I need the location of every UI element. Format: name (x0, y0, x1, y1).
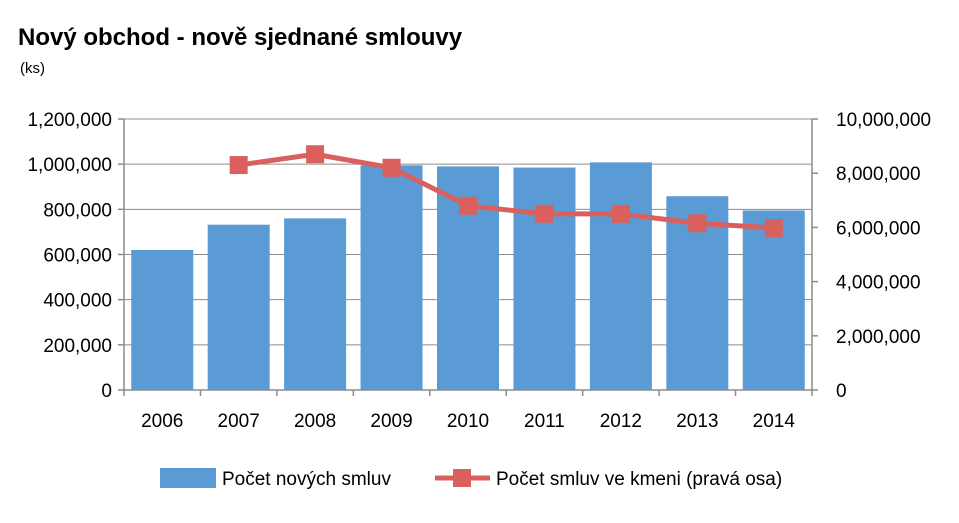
line-marker-2014 (764, 218, 783, 237)
left-tick-label: 800,000 (43, 200, 112, 221)
legend-swatch-bar (160, 468, 216, 488)
line-series (229, 145, 783, 237)
x-tick-label: 2010 (447, 411, 489, 432)
x-tick-label: 2013 (676, 411, 718, 432)
bar-2006 (131, 249, 194, 390)
chart-title: Nový obchod - nově sjednané smlouvy (18, 24, 463, 51)
legend-label-bar: Počet nových smluv (222, 469, 391, 490)
bar-2009 (360, 165, 423, 390)
line-marker-2012 (611, 204, 630, 223)
line-marker-2009 (382, 158, 401, 177)
x-tick-label: 2008 (294, 411, 336, 432)
right-tick-label: 2,000,000 (836, 327, 921, 348)
x-tick-label: 2006 (141, 411, 183, 432)
line-series-path (238, 151, 774, 231)
axes (118, 118, 818, 396)
x-tick-label: 2009 (370, 411, 412, 432)
left-tick-label: 1,000,000 (27, 155, 112, 176)
bar-2007 (207, 224, 270, 390)
x-tick-label: 2007 (218, 411, 260, 432)
legend-label-line: Počet smluv ve kmeni (pravá osa) (496, 469, 782, 490)
bar-2011 (513, 167, 576, 390)
left-tick-label: 400,000 (43, 291, 112, 312)
left-tick-label: 600,000 (43, 246, 112, 267)
bar-2012 (589, 162, 652, 390)
line-marker-2007 (229, 156, 248, 175)
tick-labels: 0 200,000 400,000 600,000 800,000 1,000,000 1,… (27, 110, 931, 432)
right-tick-label: 0 (836, 381, 847, 402)
bar-2014 (742, 210, 805, 390)
legend: Počet nových smluv Počet smluv ve kmeni (… (160, 468, 782, 490)
left-tick-label: 0 (101, 381, 112, 402)
bar-2008 (284, 218, 347, 390)
x-tick-label: 2011 (524, 411, 565, 432)
left-tick-label: 200,000 (43, 336, 112, 357)
legend-swatch-marker (453, 469, 471, 487)
bar-series (131, 162, 805, 390)
right-tick-label: 8,000,000 (836, 164, 921, 185)
left-tick-label: 1,200,000 (27, 110, 112, 131)
line-marker-2013 (688, 214, 707, 233)
right-tick-label: 4,000,000 (836, 273, 921, 294)
x-tick-label: 2014 (753, 411, 796, 432)
line-marker-2008 (306, 145, 325, 164)
x-tick-label: 2012 (600, 411, 642, 432)
right-tick-label: 6,000,000 (836, 218, 921, 239)
chart-subtitle: (ks) (20, 60, 45, 77)
line-marker-2010 (459, 196, 477, 215)
right-tick-label: 10,000,000 (836, 110, 931, 131)
line-marker-2011 (535, 204, 554, 223)
